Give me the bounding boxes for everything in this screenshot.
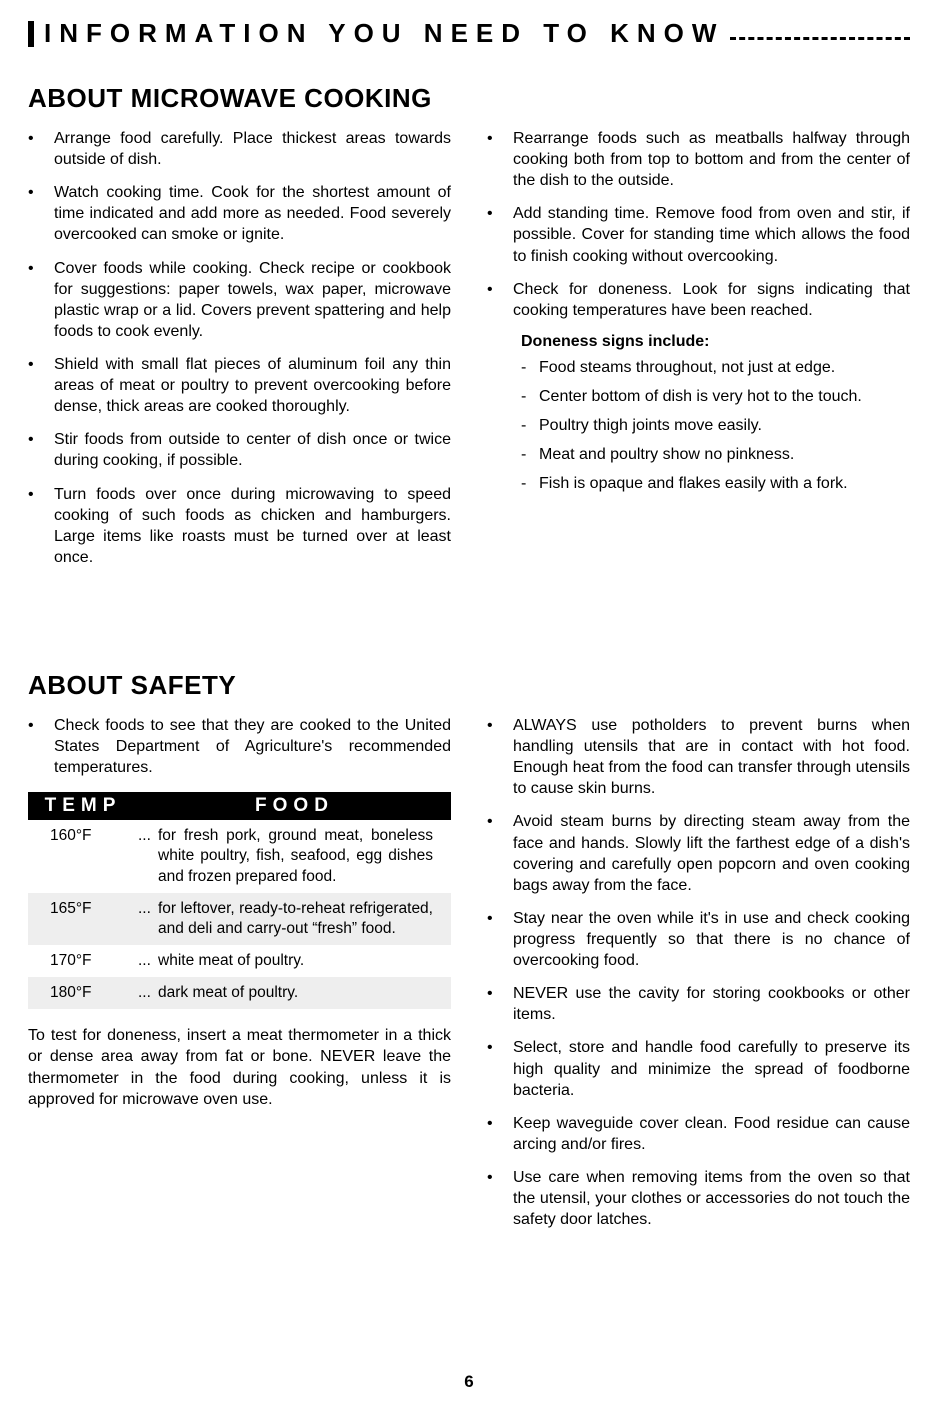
list-item: •Cover foods while cooking. Check recipe…: [28, 258, 451, 342]
table-header-temp: TEMP: [28, 792, 138, 820]
safety-left-outro: To test for doneness, insert a meat ther…: [28, 1025, 451, 1109]
bullet-text: Stay near the oven while it's in use and…: [513, 908, 910, 971]
list-item: •Select, store and handle food carefully…: [487, 1037, 910, 1100]
list-item: •Add standing time. Remove food from ove…: [487, 203, 910, 266]
header-title: INFORMATION YOU NEED TO KNOW: [44, 18, 724, 49]
table-row: 170°F ...white meat of poultry.: [28, 945, 451, 977]
dash-text: Food steams throughout, not just at edge…: [539, 357, 910, 378]
bullet-text: Check foods to see that they are cooked …: [54, 715, 451, 778]
list-item: •Arrange food carefully. Place thickest …: [28, 128, 451, 170]
temperature-table: TEMP FOOD 160°F ...for fresh pork, groun…: [28, 792, 451, 1009]
bullet-text: Add standing time. Remove food from oven…: [513, 203, 910, 266]
list-item: •Turn foods over once during microwaving…: [28, 484, 451, 568]
list-item: •Keep waveguide cover clean. Food residu…: [487, 1113, 910, 1155]
doneness-signs-heading: Doneness signs include:: [521, 333, 910, 351]
safety-left-intro-bullet: •Check foods to see that they are cooked…: [28, 715, 451, 778]
cooking-left-bullets: •Arrange food carefully. Place thickest …: [28, 128, 451, 568]
food-cell: ...for leftover, ready-to-reheat refrige…: [138, 893, 451, 945]
safety-right-column: •ALWAYS use potholders to prevent burns …: [487, 715, 910, 1242]
section-safety: ABOUT SAFETY •Check foods to see that th…: [28, 670, 910, 1242]
dash-text: Center bottom of dish is very hot to the…: [539, 386, 910, 407]
food-cell: ...for fresh pork, ground meat, boneless…: [138, 820, 451, 892]
bullet-text: Watch cooking time. Cook for the shortes…: [54, 182, 451, 245]
list-item: •Check foods to see that they are cooked…: [28, 715, 451, 778]
bullet-text: Avoid steam burns by directing steam awa…: [513, 811, 910, 895]
table-row: 180°F ...dark meat of poultry.: [28, 977, 451, 1009]
list-item: •ALWAYS use potholders to prevent burns …: [487, 715, 910, 799]
bullet-text: NEVER use the cavity for storing cookboo…: [513, 983, 910, 1025]
list-item: •Use care when removing items from the o…: [487, 1167, 910, 1230]
list-item: •Avoid steam burns by directing steam aw…: [487, 811, 910, 895]
dash-text: Fish is opaque and flakes easily with a …: [539, 473, 910, 494]
cooking-right-column: •Rearrange foods such as meatballs halfw…: [487, 128, 910, 580]
bullet-text: Use care when removing items from the ov…: [513, 1167, 910, 1230]
header-dashed-rule: [730, 37, 910, 40]
list-item: -Fish is opaque and flakes easily with a…: [521, 473, 910, 494]
safety-right-bullets: •ALWAYS use potholders to prevent burns …: [487, 715, 910, 1230]
bullet-text: Select, store and handle food carefully …: [513, 1037, 910, 1100]
temp-cell: 165°F: [28, 893, 138, 945]
page-header: INFORMATION YOU NEED TO KNOW: [28, 18, 910, 49]
list-item: -Meat and poultry show no pinkness.: [521, 444, 910, 465]
bullet-text: Keep waveguide cover clean. Food residue…: [513, 1113, 910, 1155]
list-item: -Food steams throughout, not just at edg…: [521, 357, 910, 378]
table-header-food: FOOD: [138, 792, 451, 820]
list-item: -Poultry thigh joints move easily.: [521, 415, 910, 436]
list-item: -Center bottom of dish is very hot to th…: [521, 386, 910, 407]
table-row: 165°F ...for leftover, ready-to-reheat r…: [28, 893, 451, 945]
bullet-text: Rearrange foods such as meatballs halfwa…: [513, 128, 910, 191]
list-item: •Stay near the oven while it's in use an…: [487, 908, 910, 971]
doneness-signs-list: -Food steams throughout, not just at edg…: [521, 357, 910, 495]
cooking-left-column: •Arrange food carefully. Place thickest …: [28, 128, 451, 580]
section-cooking: ABOUT MICROWAVE COOKING •Arrange food ca…: [28, 83, 910, 580]
section-cooking-heading: ABOUT MICROWAVE COOKING: [28, 83, 910, 114]
temp-cell: 180°F: [28, 977, 138, 1009]
list-item: •Stir foods from outside to center of di…: [28, 429, 451, 471]
page-number: 6: [0, 1372, 938, 1392]
food-cell: ...white meat of poultry.: [138, 945, 451, 977]
bullet-text: Check for doneness. Look for signs indic…: [513, 279, 910, 321]
list-item: •Check for doneness. Look for signs indi…: [487, 279, 910, 321]
list-item: •Rearrange foods such as meatballs halfw…: [487, 128, 910, 191]
temp-cell: 170°F: [28, 945, 138, 977]
bullet-text: ALWAYS use potholders to prevent burns w…: [513, 715, 910, 799]
list-item: •NEVER use the cavity for storing cookbo…: [487, 983, 910, 1025]
dash-text: Meat and poultry show no pinkness.: [539, 444, 910, 465]
safety-left-column: •Check foods to see that they are cooked…: [28, 715, 451, 1242]
bullet-text: Stir foods from outside to center of dis…: [54, 429, 451, 471]
food-cell: ...dark meat of poultry.: [138, 977, 451, 1009]
bullet-text: Shield with small flat pieces of aluminu…: [54, 354, 451, 417]
table-row: 160°F ...for fresh pork, ground meat, bo…: [28, 820, 451, 892]
list-item: •Shield with small flat pieces of alumin…: [28, 354, 451, 417]
bullet-text: Turn foods over once during microwaving …: [54, 484, 451, 568]
list-item: •Watch cooking time. Cook for the shorte…: [28, 182, 451, 245]
bullet-text: Arrange food carefully. Place thickest a…: [54, 128, 451, 170]
header-accent-bar: [28, 21, 34, 47]
bullet-text: Cover foods while cooking. Check recipe …: [54, 258, 451, 342]
section-safety-heading: ABOUT SAFETY: [28, 670, 910, 701]
dash-text: Poultry thigh joints move easily.: [539, 415, 910, 436]
temp-cell: 160°F: [28, 820, 138, 892]
cooking-right-bullets: •Rearrange foods such as meatballs halfw…: [487, 128, 910, 321]
